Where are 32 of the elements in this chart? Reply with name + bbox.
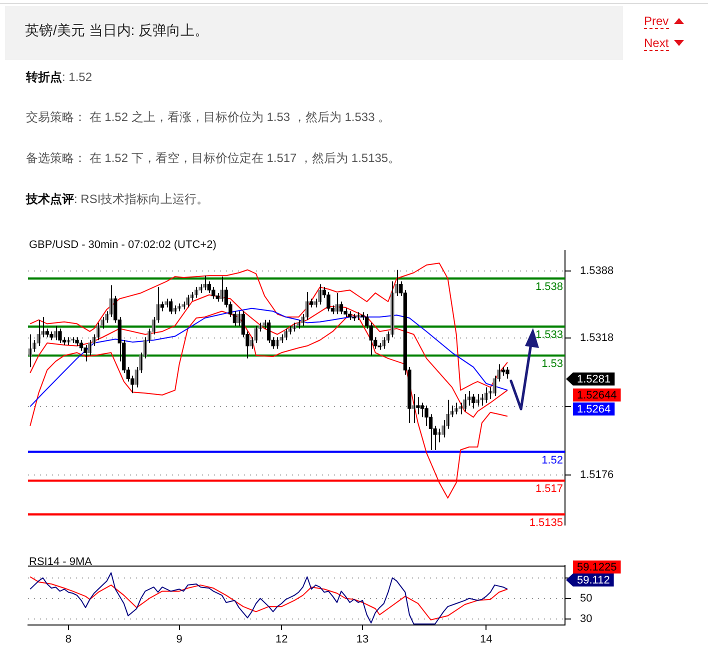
- ref-line-label: 1.5135: [529, 516, 563, 529]
- y-tick-label: 50: [580, 592, 592, 604]
- text: 1.52644: [577, 390, 617, 402]
- ref-line-label: 1.533: [535, 329, 563, 342]
- text: Next: [644, 36, 669, 51]
- candlestick: [182, 301, 186, 310]
- ref-line-label: 1.53: [542, 358, 563, 370]
- text: 交易策略： 在 1.52 之上，看涨，目标价位为 1.53 ，然后为 1.533 。: [26, 110, 390, 124]
- candlestick: [352, 314, 356, 322]
- chart-title: RSI14 - 9MA: [29, 555, 92, 570]
- ref-line-label: 1.52: [542, 454, 563, 466]
- x-tick-label: 12: [275, 634, 288, 646]
- y-tick-label: 1.5388: [580, 264, 614, 277]
- x-tick-label: 14: [480, 634, 492, 646]
- text: 备选策略： 在 1.52 下，看空，目标价位定在 1.517 ，然后为 1.5135。: [26, 151, 400, 165]
- text: 1.5281: [577, 374, 611, 386]
- ref-line-label: 1.538: [535, 281, 563, 294]
- chart-subtitle: GBP/USD - 30min - 07:02:02 (UTC+2): [29, 239, 216, 251]
- text: 1.5264: [577, 404, 611, 416]
- y-tick-label: 1.5176: [580, 468, 614, 481]
- ref-line-label: 1.517: [535, 483, 563, 496]
- y-tick-label: 1.5318: [580, 332, 614, 344]
- text: 转折点: 1.52: [26, 70, 92, 84]
- text: 技术点评: RSI技术指标向上运行。: [26, 192, 209, 206]
- chart-title: 英镑/美元 当日内: 反弹向上。: [25, 22, 209, 38]
- text: Prev: [644, 14, 669, 29]
- x-tick-label: 8: [65, 634, 72, 646]
- text: 59.112: [577, 574, 610, 587]
- y-tick-label: 30: [580, 612, 592, 625]
- x-tick-label: 9: [176, 634, 182, 646]
- text: 59.1225: [577, 562, 617, 574]
- x-tick-label: 13: [356, 634, 369, 646]
